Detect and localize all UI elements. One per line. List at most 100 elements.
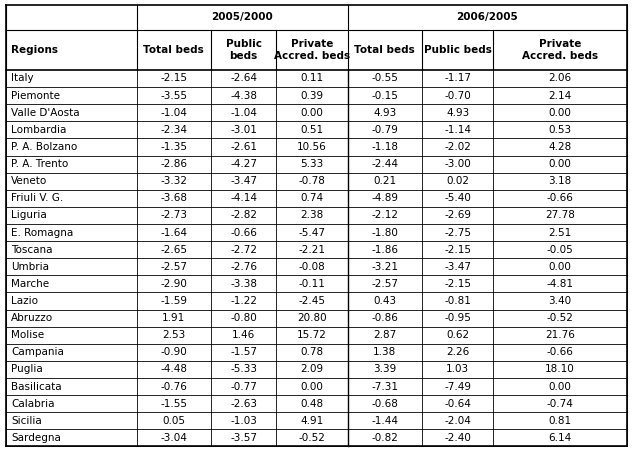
Text: -2.86: -2.86 — [160, 159, 187, 169]
Text: 2006/2005: 2006/2005 — [456, 12, 518, 23]
Text: -1.04: -1.04 — [160, 108, 187, 118]
Text: Valle D'Aosta: Valle D'Aosta — [11, 108, 80, 118]
Text: 5.33: 5.33 — [300, 159, 323, 169]
Text: -1.80: -1.80 — [372, 228, 398, 238]
Text: Lazio: Lazio — [11, 296, 38, 306]
Text: 2.51: 2.51 — [548, 228, 572, 238]
Text: -4.89: -4.89 — [371, 193, 398, 203]
Text: Sicilia: Sicilia — [11, 416, 42, 426]
Text: -2.57: -2.57 — [371, 279, 398, 289]
Text: 4.91: 4.91 — [300, 416, 323, 426]
Text: -2.82: -2.82 — [230, 211, 257, 221]
Text: -2.76: -2.76 — [230, 262, 257, 272]
Text: 10.56: 10.56 — [297, 142, 327, 152]
Text: 0.00: 0.00 — [301, 382, 323, 391]
Text: 0.62: 0.62 — [446, 330, 469, 340]
Text: Toscana: Toscana — [11, 244, 53, 255]
Text: 20.80: 20.80 — [297, 313, 327, 323]
Text: -0.52: -0.52 — [546, 313, 573, 323]
Text: 0.51: 0.51 — [300, 125, 323, 135]
Text: 1.03: 1.03 — [446, 364, 469, 374]
Text: -4.14: -4.14 — [230, 193, 257, 203]
Text: -2.44: -2.44 — [371, 159, 398, 169]
Text: -3.21: -3.21 — [371, 262, 398, 272]
Text: -2.75: -2.75 — [444, 228, 471, 238]
Text: 21.76: 21.76 — [545, 330, 575, 340]
Text: -0.52: -0.52 — [298, 433, 325, 443]
Text: 27.78: 27.78 — [545, 211, 575, 221]
Text: -0.70: -0.70 — [444, 91, 471, 101]
Text: 0.53: 0.53 — [548, 125, 572, 135]
Text: -4.38: -4.38 — [230, 91, 257, 101]
Text: -3.38: -3.38 — [230, 279, 257, 289]
Text: -3.68: -3.68 — [160, 193, 187, 203]
Text: -0.15: -0.15 — [372, 91, 398, 101]
Text: -0.05: -0.05 — [547, 244, 573, 255]
Text: -4.81: -4.81 — [546, 279, 573, 289]
Text: Total beds: Total beds — [354, 45, 415, 55]
Text: -3.04: -3.04 — [160, 433, 187, 443]
Text: Italy: Italy — [11, 74, 34, 83]
Text: -1.64: -1.64 — [160, 228, 187, 238]
Text: -5.47: -5.47 — [298, 228, 325, 238]
Text: 18.10: 18.10 — [545, 364, 575, 374]
Text: -3.32: -3.32 — [160, 176, 187, 186]
Text: -1.44: -1.44 — [371, 416, 398, 426]
Text: -2.15: -2.15 — [444, 279, 471, 289]
Text: -0.66: -0.66 — [546, 193, 573, 203]
Text: Abruzzo: Abruzzo — [11, 313, 53, 323]
Text: Basilicata: Basilicata — [11, 382, 62, 391]
Text: Liguria: Liguria — [11, 211, 47, 221]
Text: -0.82: -0.82 — [372, 433, 398, 443]
Text: 2005/2000: 2005/2000 — [211, 12, 273, 23]
Text: -2.73: -2.73 — [160, 211, 187, 221]
Text: -5.40: -5.40 — [444, 193, 471, 203]
Text: 2.06: 2.06 — [548, 74, 572, 83]
Text: -2.61: -2.61 — [230, 142, 257, 152]
Text: P. A. Trento: P. A. Trento — [11, 159, 68, 169]
Text: 0.11: 0.11 — [300, 74, 323, 83]
Text: 0.21: 0.21 — [373, 176, 396, 186]
Text: 2.38: 2.38 — [300, 211, 323, 221]
Text: 1.38: 1.38 — [373, 347, 396, 357]
Text: -2.69: -2.69 — [444, 211, 471, 221]
Text: -0.81: -0.81 — [444, 296, 471, 306]
Text: -0.64: -0.64 — [444, 399, 471, 409]
Text: 4.93: 4.93 — [373, 108, 396, 118]
Text: -0.77: -0.77 — [230, 382, 257, 391]
Text: -2.15: -2.15 — [444, 244, 471, 255]
Text: -0.66: -0.66 — [230, 228, 257, 238]
Text: 0.05: 0.05 — [162, 416, 185, 426]
Text: -1.03: -1.03 — [230, 416, 257, 426]
Text: Campania: Campania — [11, 347, 64, 357]
Text: -0.74: -0.74 — [546, 399, 573, 409]
Text: 0.00: 0.00 — [301, 108, 323, 118]
Text: -2.02: -2.02 — [444, 142, 471, 152]
Text: 0.00: 0.00 — [549, 262, 572, 272]
Text: -2.15: -2.15 — [160, 74, 187, 83]
Text: 1.91: 1.91 — [162, 313, 185, 323]
Text: -3.01: -3.01 — [230, 125, 257, 135]
Text: -1.57: -1.57 — [230, 347, 257, 357]
Text: -0.66: -0.66 — [546, 347, 573, 357]
Text: -0.11: -0.11 — [298, 279, 325, 289]
Text: 2.53: 2.53 — [162, 330, 185, 340]
Text: Friuli V. G.: Friuli V. G. — [11, 193, 63, 203]
Text: 3.18: 3.18 — [548, 176, 572, 186]
Text: 3.39: 3.39 — [373, 364, 396, 374]
Text: E. Romagna: E. Romagna — [11, 228, 73, 238]
Text: Lombardia: Lombardia — [11, 125, 66, 135]
Text: -2.21: -2.21 — [298, 244, 325, 255]
Text: -0.78: -0.78 — [298, 176, 325, 186]
Text: Calabria: Calabria — [11, 399, 55, 409]
Text: -1.35: -1.35 — [160, 142, 187, 152]
Text: Piemonte: Piemonte — [11, 91, 60, 101]
Text: 1.46: 1.46 — [232, 330, 255, 340]
Text: 2.09: 2.09 — [300, 364, 323, 374]
Text: -0.95: -0.95 — [444, 313, 471, 323]
Text: -1.14: -1.14 — [444, 125, 471, 135]
Text: 0.43: 0.43 — [373, 296, 396, 306]
Text: -1.18: -1.18 — [371, 142, 398, 152]
Text: 0.00: 0.00 — [549, 382, 572, 391]
Text: 3.40: 3.40 — [548, 296, 572, 306]
